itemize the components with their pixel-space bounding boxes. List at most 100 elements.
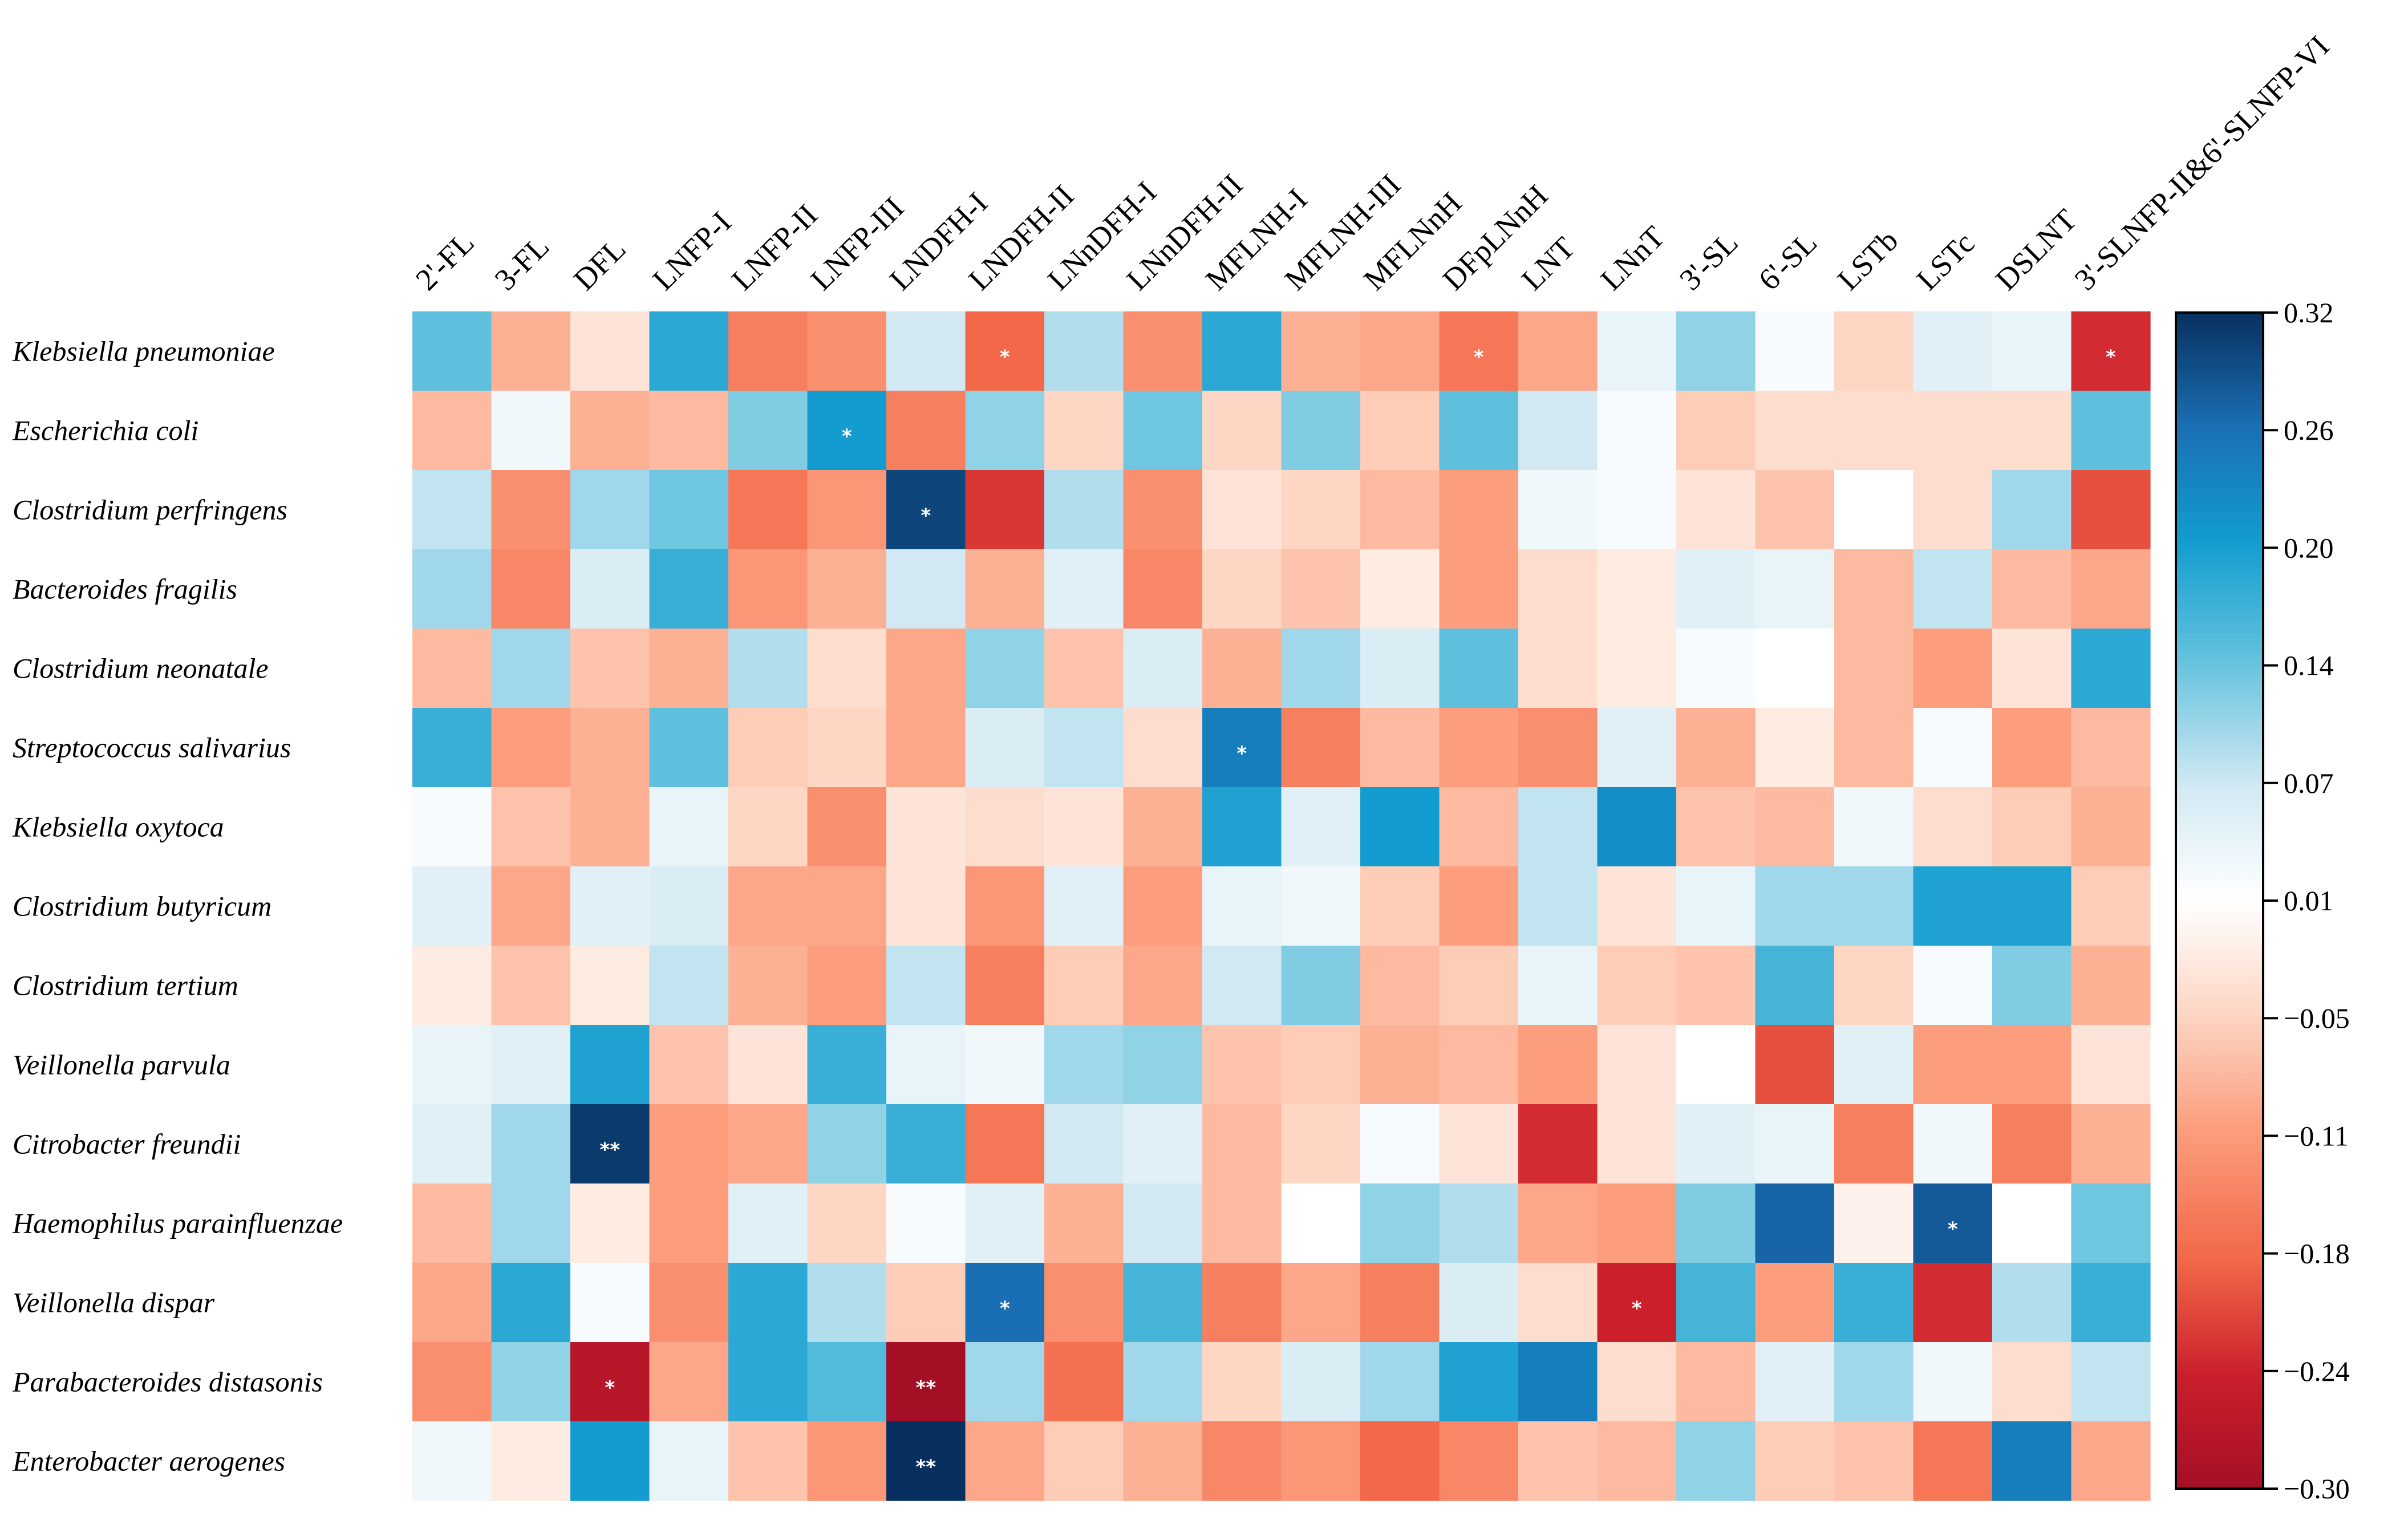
- heatmap-cell: [1913, 1342, 1993, 1422]
- heatmap-cell: [1281, 311, 1361, 391]
- heatmap-cell: [1992, 311, 2072, 391]
- heatmap-cell: [649, 1025, 729, 1105]
- heatmap-cell: [807, 1104, 887, 1184]
- heatmap-cell: [1913, 866, 1993, 946]
- heatmap-cell: [1597, 391, 1677, 471]
- heatmap-cell: [1439, 629, 1519, 708]
- heatmap-cell: [1676, 1421, 1756, 1501]
- heatmap-cell: [570, 708, 650, 788]
- heatmap-cell: [1044, 866, 1124, 946]
- heatmap-cell: [1597, 470, 1677, 550]
- colorbar-tick-label: 0.14: [2284, 650, 2334, 682]
- column-label-lnnt: LNnT: [1594, 220, 1672, 297]
- heatmap-cell: [649, 311, 729, 391]
- heatmap-cell: [728, 391, 808, 471]
- heatmap-cell: [1360, 1342, 1440, 1422]
- row-label-streptococcus-salivarius: Streptococcus salivarius: [13, 732, 291, 764]
- heatmap-cell: [965, 1104, 1045, 1184]
- heatmap-cells: [412, 311, 2151, 1501]
- heatmap-cell: [1044, 708, 1124, 788]
- heatmap-cell: [649, 1263, 729, 1343]
- heatmap-cell: [1044, 470, 1124, 550]
- row-label-enterobacter-aerogenes: Enterobacter aerogenes: [12, 1445, 285, 1477]
- colorbar-tick-label: 0.32: [2284, 297, 2334, 329]
- heatmap-cell: [649, 629, 729, 708]
- heatmap-cell: [1676, 1342, 1756, 1422]
- heatmap-cell: [1439, 1025, 1519, 1105]
- heatmap-cell: [412, 470, 492, 550]
- heatmap-cell: [807, 391, 887, 471]
- significance-mark: *: [1948, 1218, 1958, 1241]
- heatmap-cell: [1992, 1263, 2072, 1343]
- heatmap-cell: [1755, 311, 1835, 391]
- heatmap-cell: [1755, 866, 1835, 946]
- row-label-bacteroides-fragilis: Bacteroides fragilis: [13, 573, 237, 605]
- heatmap-cell: [491, 1183, 571, 1263]
- heatmap-cell: [1202, 866, 1282, 946]
- heatmap-cell: [570, 629, 650, 708]
- heatmap-cell: [1439, 946, 1519, 1026]
- significance-mark: *: [1237, 743, 1247, 765]
- column-label-lnt: LNT: [1515, 230, 1582, 297]
- heatmap-cell: [491, 391, 571, 471]
- row-label-clostridium-butyricum: Clostridium butyricum: [13, 890, 271, 922]
- heatmap-cell: [1439, 787, 1519, 867]
- heatmap-cell: [412, 391, 492, 471]
- heatmap-cell: [1202, 787, 1282, 867]
- heatmap-cell: [412, 708, 492, 788]
- heatmap-cell: [1281, 866, 1361, 946]
- heatmap-cell: [1202, 1263, 1282, 1343]
- heatmap-cell: [570, 391, 650, 471]
- column-label-2-fl: 2'-FL: [409, 225, 481, 297]
- row-label-escherichia-coli: Escherichia coli: [12, 415, 198, 447]
- heatmap-cell: [886, 629, 966, 708]
- heatmap-cell: [807, 708, 887, 788]
- heatmap-cell: [807, 1183, 887, 1263]
- heatmap-cell: [1044, 629, 1124, 708]
- heatmap-cell: [1834, 1025, 1914, 1105]
- heatmap-cell: [1202, 391, 1282, 471]
- heatmap-cell: [491, 629, 571, 708]
- column-label-6-sl: 6'-SL: [1752, 225, 1824, 297]
- heatmap-cell: [1518, 629, 1598, 708]
- heatmap-cell: [807, 470, 887, 550]
- heatmap-cell: [965, 629, 1045, 708]
- heatmap-cell: [649, 391, 729, 471]
- heatmap-cell: [1044, 1104, 1124, 1184]
- heatmap-cell: [886, 946, 966, 1026]
- heatmap-cell: [491, 1025, 571, 1105]
- heatmap-cell: [491, 470, 571, 550]
- heatmap-cell: [965, 470, 1045, 550]
- heatmap-cell: [807, 946, 887, 1026]
- heatmap-cell: [1992, 629, 2072, 708]
- heatmap-cell: [1518, 866, 1598, 946]
- heatmap-cell: [1123, 1342, 1203, 1422]
- heatmap-cell: [1834, 311, 1914, 391]
- heatmap-cell: [728, 708, 808, 788]
- heatmap-cell: [1281, 1263, 1361, 1343]
- heatmap-cell: [1992, 1342, 2072, 1422]
- heatmap-cell: [649, 866, 729, 946]
- heatmap-cell: [570, 1183, 650, 1263]
- heatmap-cell: [1518, 946, 1598, 1026]
- heatmap-cell: [1992, 708, 2072, 788]
- heatmap-cell: [2071, 311, 2151, 391]
- heatmap-cell: [1676, 946, 1756, 1026]
- heatmap-cell: [1439, 866, 1519, 946]
- colorbar-ticks: 0.32 0.26 0.20 0.14 0.07 0.01 −0.05 −0.11 −0.18 −…: [2263, 297, 2350, 1505]
- heatmap-cell: [1518, 1342, 1598, 1422]
- heatmap-cell: [1913, 391, 1993, 471]
- heatmap-cell: [728, 1104, 808, 1184]
- heatmap-cell: [1834, 1104, 1914, 1184]
- heatmap-cell: [1439, 311, 1519, 391]
- heatmap-cell: [1360, 629, 1440, 708]
- heatmap-cell: [1123, 1104, 1203, 1184]
- heatmap-cell: [1360, 866, 1440, 946]
- heatmap-cell: [1992, 1183, 2072, 1263]
- heatmap-cell: [1202, 1104, 1282, 1184]
- heatmap-cell: [807, 549, 887, 629]
- heatmap-cell: [491, 311, 571, 391]
- heatmap-cell: [1676, 1025, 1756, 1105]
- heatmap-cell: [649, 1104, 729, 1184]
